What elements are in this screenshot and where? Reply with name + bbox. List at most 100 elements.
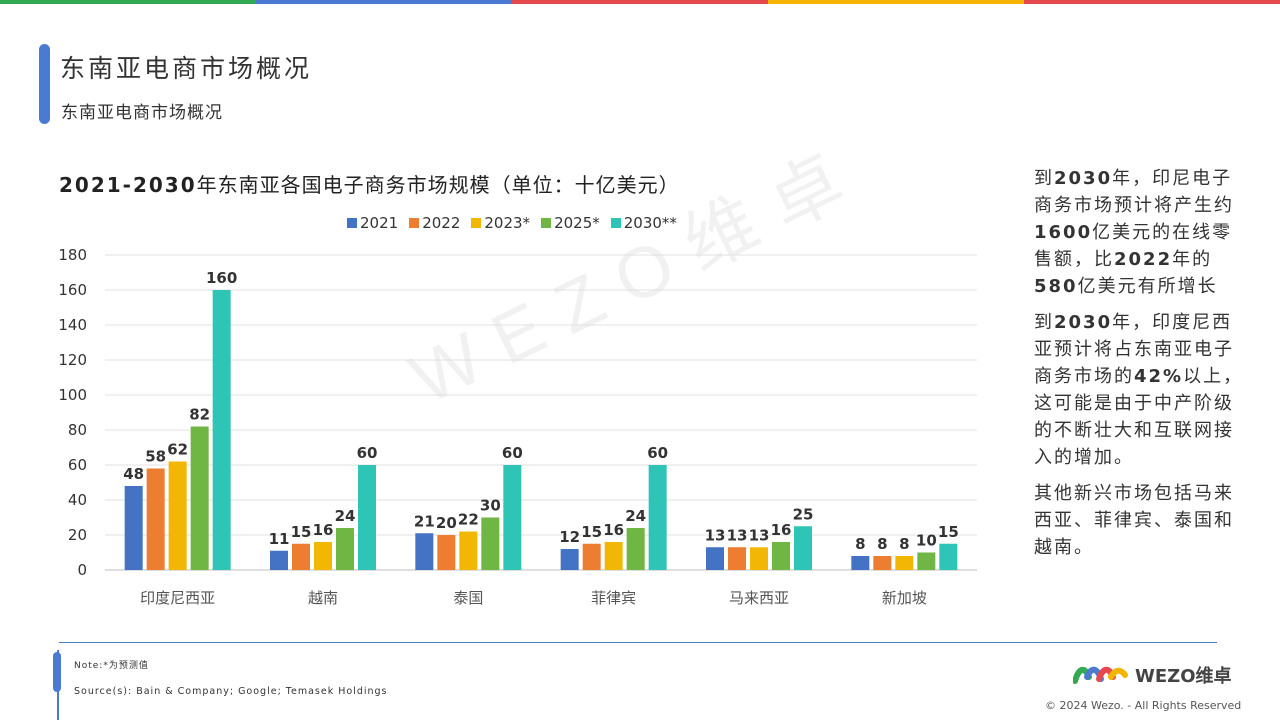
data-label: 21 [414, 512, 435, 530]
bar [146, 468, 165, 570]
legend-item: 2022 [409, 214, 460, 232]
chart-title-text: 年东南亚各国电子商务市场规模（单位：十亿美元） [196, 173, 680, 197]
y-tick-label: 20 [68, 526, 87, 544]
topbar-segment [768, 0, 1024, 4]
bar [604, 542, 623, 570]
data-label: 15 [581, 523, 602, 541]
y-tick-label: 40 [68, 491, 87, 509]
legend-label: 2025* [554, 214, 600, 232]
bar [190, 426, 209, 570]
chart-legend: 2021 2022 2023* 2025* 2030** [347, 214, 677, 232]
bar [415, 533, 434, 570]
bar [503, 465, 522, 570]
data-label: 22 [458, 511, 479, 529]
legend-item: 2025* [541, 214, 600, 232]
legend-swatch [409, 218, 420, 228]
bar [437, 535, 456, 570]
data-label: 13 [705, 526, 726, 544]
legend-item: 2030** [610, 214, 677, 232]
data-label: 15 [291, 523, 312, 541]
data-label: 16 [603, 521, 624, 539]
data-label: 13 [727, 526, 748, 544]
summary-paragraph-3: 其他新兴市场包括马来西亚、菲律宾、泰国和越南。 [1034, 483, 1234, 558]
data-label: 15 [938, 523, 959, 541]
bar [314, 542, 332, 570]
bar [873, 556, 892, 570]
source-note: Source(s): Bain & Company; Google; Temas… [74, 686, 388, 697]
data-label: 82 [189, 406, 210, 424]
bar [560, 549, 579, 570]
data-label: 25 [793, 505, 814, 523]
x-tick-label: 越南 [308, 589, 338, 607]
data-label: 60 [647, 444, 668, 462]
bar [212, 290, 231, 570]
bar [895, 556, 914, 570]
bar [772, 542, 790, 570]
legend-swatch [347, 218, 357, 228]
legend-label: 2022 [422, 214, 461, 232]
legend-swatch [541, 218, 552, 228]
y-tick-label: 0 [77, 561, 87, 579]
bar [124, 486, 143, 570]
data-label: 24 [625, 507, 646, 525]
x-tick-label: 泰国 [453, 589, 483, 607]
wezo-logo: WEZO维卓 [1073, 662, 1232, 688]
bar [917, 552, 936, 570]
data-label: 8 [855, 535, 865, 553]
bar [459, 531, 478, 570]
topbar-segment [256, 0, 512, 4]
data-label: 12 [559, 528, 580, 546]
y-tick-label: 160 [58, 281, 87, 299]
bar [728, 547, 746, 570]
data-label: 8 [877, 535, 887, 553]
chart-title-years: 2021-2030 [59, 173, 197, 197]
x-tick-label: 新加坡 [882, 589, 927, 607]
bar [648, 465, 667, 570]
bar [851, 556, 870, 570]
topbar-segment [1024, 0, 1280, 4]
topbar-segment [512, 0, 768, 4]
data-label: 160 [206, 269, 237, 287]
bar [336, 528, 354, 570]
bar [358, 465, 376, 570]
bar [582, 543, 601, 570]
footer-accent-bar [53, 652, 61, 692]
bar [939, 543, 958, 570]
top-color-bar [0, 0, 1280, 4]
data-label: 16 [313, 521, 334, 539]
legend-swatch [471, 218, 482, 228]
bar [481, 517, 500, 570]
legend-item: 2023* [471, 214, 530, 232]
y-tick-label: 180 [58, 246, 87, 264]
bar [750, 547, 768, 570]
copyright: © 2024 Wezo. - All Rights Reserved [1045, 699, 1242, 712]
topbar-segment [0, 0, 256, 4]
legend-label: 2030** [623, 214, 677, 232]
title-accent-bar [39, 44, 50, 124]
data-label: 24 [335, 507, 356, 525]
y-tick-label: 80 [68, 421, 87, 439]
footnote: Note:*为预测值 [74, 661, 149, 671]
data-label: 16 [771, 521, 792, 539]
data-label: 60 [357, 444, 378, 462]
page-title: 东南亚电商市场概况 [60, 54, 313, 83]
bar [706, 547, 724, 570]
x-tick-label: 印度尼西亚 [140, 589, 215, 607]
y-tick-label: 60 [68, 456, 87, 474]
chart-title: 2021-2030年东南亚各国电子商务市场规模（单位：十亿美元） [59, 169, 680, 198]
data-label: 30 [480, 497, 501, 515]
summary-paragraph-1: 到2030年，印尼电子商务市场预计将产生约1600亿美元的在线零售额，比2022… [1034, 168, 1234, 297]
legend-item: 2021 [347, 214, 398, 232]
data-label: 48 [123, 465, 144, 483]
legend-label: 2023* [484, 214, 531, 232]
data-label: 62 [167, 441, 188, 459]
data-label: 13 [749, 526, 770, 544]
data-label: 11 [269, 530, 290, 548]
data-label: 8 [899, 535, 909, 553]
bar [794, 526, 812, 570]
data-label: 58 [145, 448, 166, 466]
y-tick-label: 140 [58, 316, 87, 334]
bar [626, 528, 645, 570]
page-subtitle: 东南亚电商市场概况 [61, 103, 223, 123]
